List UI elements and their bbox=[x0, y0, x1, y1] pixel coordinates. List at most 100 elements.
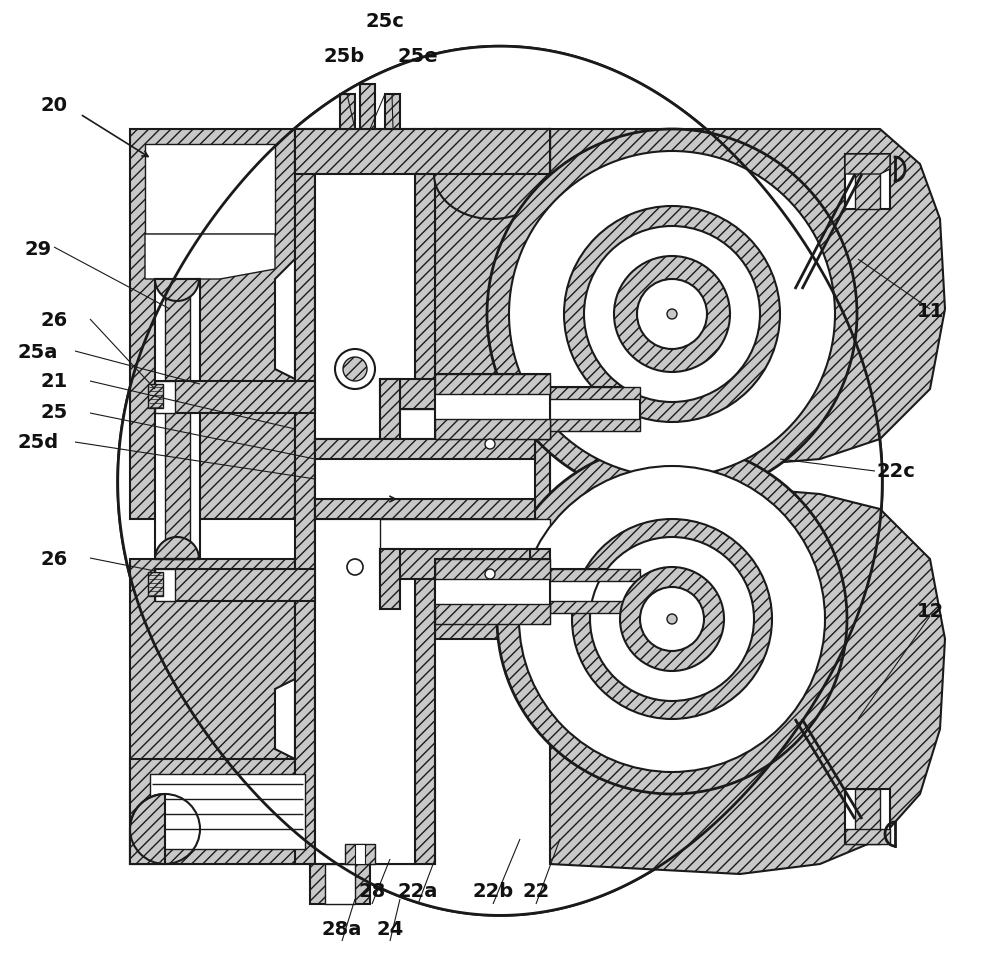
Polygon shape bbox=[130, 560, 295, 864]
Circle shape bbox=[347, 560, 363, 575]
Bar bbox=[295, 130, 550, 175]
Circle shape bbox=[485, 570, 495, 579]
Bar bbox=[145, 145, 275, 234]
Text: 25d: 25d bbox=[17, 432, 59, 451]
Bar bbox=[550, 570, 640, 614]
Bar bbox=[150, 774, 305, 849]
Bar bbox=[550, 388, 640, 400]
Bar bbox=[435, 560, 550, 579]
Text: 25e: 25e bbox=[398, 47, 438, 66]
Text: 22: 22 bbox=[522, 881, 550, 901]
Polygon shape bbox=[434, 130, 550, 220]
Text: 22b: 22b bbox=[472, 881, 514, 901]
Text: 22a: 22a bbox=[398, 881, 438, 901]
Bar bbox=[550, 388, 640, 432]
Bar bbox=[530, 549, 550, 610]
Circle shape bbox=[637, 279, 707, 350]
Bar bbox=[435, 560, 550, 624]
Circle shape bbox=[335, 350, 375, 390]
Text: 12: 12 bbox=[916, 601, 944, 620]
Circle shape bbox=[485, 440, 495, 449]
Bar bbox=[435, 374, 550, 395]
Bar bbox=[855, 154, 880, 210]
Bar bbox=[165, 279, 190, 560]
Text: 25c: 25c bbox=[366, 12, 404, 31]
Circle shape bbox=[487, 130, 857, 499]
Bar bbox=[155, 279, 200, 560]
Polygon shape bbox=[130, 794, 165, 864]
Bar bbox=[360, 85, 375, 130]
Text: 25b: 25b bbox=[323, 47, 365, 66]
Bar bbox=[435, 374, 550, 440]
Bar bbox=[380, 520, 550, 549]
Bar bbox=[435, 130, 550, 380]
Bar bbox=[355, 844, 365, 864]
Circle shape bbox=[584, 227, 760, 403]
Text: 25: 25 bbox=[40, 403, 68, 422]
Bar bbox=[340, 95, 355, 130]
Polygon shape bbox=[550, 130, 945, 464]
Bar bbox=[155, 382, 175, 413]
Bar bbox=[295, 130, 315, 864]
Bar bbox=[315, 499, 535, 520]
Bar bbox=[155, 570, 315, 602]
Bar bbox=[380, 380, 550, 409]
Circle shape bbox=[572, 520, 772, 719]
Text: 25a: 25a bbox=[18, 342, 58, 361]
Polygon shape bbox=[118, 47, 882, 915]
Circle shape bbox=[640, 587, 704, 652]
Polygon shape bbox=[155, 537, 200, 560]
Polygon shape bbox=[845, 829, 890, 844]
Text: 24: 24 bbox=[376, 918, 404, 938]
Text: 20: 20 bbox=[41, 96, 68, 115]
Circle shape bbox=[509, 151, 835, 478]
Bar bbox=[845, 789, 890, 844]
Bar bbox=[315, 440, 535, 459]
Circle shape bbox=[667, 310, 677, 319]
Bar bbox=[550, 570, 640, 581]
Bar bbox=[435, 419, 550, 440]
Bar bbox=[380, 409, 550, 440]
Text: 11: 11 bbox=[916, 301, 944, 320]
Bar bbox=[530, 380, 550, 440]
Bar bbox=[380, 549, 400, 610]
Bar bbox=[385, 95, 400, 130]
Polygon shape bbox=[155, 279, 200, 302]
Bar bbox=[130, 829, 165, 864]
Text: 28: 28 bbox=[358, 881, 386, 901]
Bar bbox=[435, 440, 550, 639]
Bar bbox=[550, 602, 640, 614]
Bar bbox=[845, 154, 890, 210]
Bar bbox=[380, 380, 400, 440]
Polygon shape bbox=[845, 154, 890, 175]
Bar bbox=[325, 864, 355, 904]
Circle shape bbox=[620, 568, 724, 671]
Text: 21: 21 bbox=[40, 371, 68, 391]
Bar bbox=[130, 759, 435, 864]
Polygon shape bbox=[130, 130, 295, 520]
Bar bbox=[155, 382, 315, 413]
Circle shape bbox=[343, 358, 367, 382]
Bar bbox=[550, 419, 640, 432]
Bar bbox=[345, 844, 375, 864]
Bar bbox=[315, 130, 415, 864]
Polygon shape bbox=[145, 234, 275, 279]
Circle shape bbox=[519, 467, 825, 772]
Bar bbox=[155, 570, 175, 602]
Polygon shape bbox=[550, 488, 945, 874]
Polygon shape bbox=[118, 47, 882, 915]
Text: 26: 26 bbox=[40, 549, 68, 569]
Bar bbox=[415, 130, 435, 864]
Text: 29: 29 bbox=[24, 239, 52, 259]
Circle shape bbox=[497, 445, 847, 794]
Bar bbox=[148, 385, 163, 408]
Circle shape bbox=[667, 615, 677, 624]
Bar bbox=[315, 440, 535, 520]
Circle shape bbox=[590, 537, 754, 701]
Bar bbox=[310, 864, 370, 904]
Text: 28a: 28a bbox=[322, 918, 362, 938]
Bar bbox=[380, 549, 550, 579]
Circle shape bbox=[564, 207, 780, 423]
Bar bbox=[148, 573, 163, 596]
Bar bbox=[435, 605, 550, 624]
